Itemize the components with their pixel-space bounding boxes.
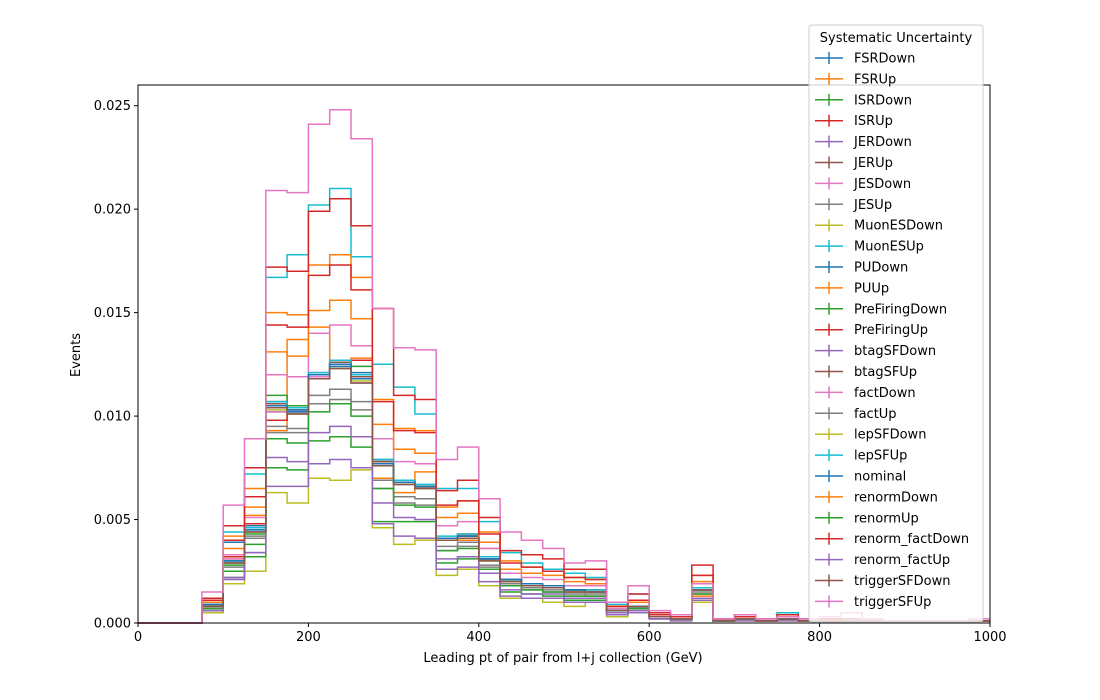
legend-label: lepSFDown <box>854 428 926 443</box>
axes-frame <box>137 84 991 624</box>
legend-label: ISRDown <box>854 93 912 108</box>
legend-item-nominal: nominal <box>815 470 906 485</box>
legend-item-jesup: JESUp <box>815 198 892 213</box>
legend-label: nominal <box>854 470 906 485</box>
x-tick-label: 1000 <box>973 630 1006 645</box>
legend-label: renorm_factDown <box>854 532 969 547</box>
legend-label: MuonESUp <box>854 240 924 255</box>
legend-items: FSRDown FSRUp ISRDown ISRUp JERDown JERUp JESD… <box>815 52 969 610</box>
legend-item-prefiringup: PreFiringUp <box>815 323 928 338</box>
legend: Systematic Uncertainty FSRDown FSRUp ISRDo… <box>808 24 984 623</box>
legend-item-factup: factUp <box>815 407 897 422</box>
y-tick-label: 0.005 <box>94 513 131 528</box>
legend-box <box>808 24 984 623</box>
legend-label: JESDown <box>853 177 911 192</box>
legend-item-pudown: PUDown <box>815 261 908 276</box>
legend-item-prefiringdown: PreFiringDown <box>815 302 947 317</box>
legend-label: renorm_factUp <box>854 553 950 568</box>
x-tick-label: 600 <box>637 630 662 645</box>
y-tick-label: 0.000 <box>94 617 131 632</box>
legend-label: renormUp <box>854 511 919 526</box>
legend-item-isrup: ISRUp <box>815 114 893 129</box>
legend-item-renormup: renormUp <box>815 511 919 526</box>
legend-label: FSRDown <box>854 52 915 67</box>
legend-item-jerup: JERUp <box>815 156 893 171</box>
legend-label: JESUp <box>853 198 892 213</box>
legend-item-jesdown: JESDown <box>815 177 911 192</box>
legend-label: MuonESDown <box>854 219 943 234</box>
legend-label: FSRUp <box>854 72 896 87</box>
legend-label: btagSFUp <box>854 365 917 380</box>
legend-item-puup: PUUp <box>815 281 889 296</box>
legend-label: PUDown <box>854 261 908 276</box>
legend-label: PUUp <box>854 281 889 296</box>
y-tick-label: 0.020 <box>94 203 131 218</box>
legend-label: ISRUp <box>854 114 893 129</box>
x-tick-label: 0 <box>134 630 142 645</box>
legend-label: triggerSFDown <box>854 574 950 589</box>
legend-item-renormdown: renormDown <box>815 490 938 505</box>
legend-label: btagSFDown <box>854 344 936 359</box>
legend-label: PreFiringDown <box>854 302 947 317</box>
series-muonesup <box>138 187 990 624</box>
legend-item-fsrup: FSRUp <box>815 72 896 87</box>
legend-label: JERDown <box>853 135 912 150</box>
legend-item-renorm-factup: renorm_factUp <box>815 553 950 568</box>
legend-item-triggersfdown: triggerSFDown <box>815 574 950 589</box>
legend-item-jerdown: JERDown <box>815 135 912 150</box>
legend-item-muonesup: MuonESUp <box>815 240 924 255</box>
y-tick-label: 0.015 <box>94 306 131 321</box>
plot-area <box>137 84 991 624</box>
legend-label: lepSFUp <box>854 449 907 464</box>
legend-label: PreFiringUp <box>854 323 928 338</box>
y-axis: 0.000 0.005 0.010 0.015 0.020 0.025 <box>94 99 138 632</box>
series-prefiringup <box>138 198 990 624</box>
legend-item-triggersfup: triggerSFUp <box>815 595 931 610</box>
x-tick-label: 800 <box>807 630 832 645</box>
legend-label: factDown <box>854 386 916 401</box>
x-axis-label: Leading pt of pair from l+j collection (… <box>423 651 702 666</box>
y-tick-label: 0.010 <box>94 410 131 425</box>
legend-item-fsrdown: FSRDown <box>815 52 915 67</box>
legend-label: JERUp <box>853 156 893 171</box>
legend-label: renormDown <box>854 490 938 505</box>
x-tick-label: 200 <box>296 630 321 645</box>
y-axis-label: Events <box>69 333 84 377</box>
legend-title: Systematic Uncertainty <box>820 31 973 46</box>
legend-item-lepsfdown: lepSFDown <box>815 428 926 443</box>
legend-label: triggerSFUp <box>854 595 931 610</box>
legend-item-renorm-factdown: renorm_factDown <box>815 532 969 547</box>
y-tick-label: 0.025 <box>94 99 131 114</box>
legend-item-factdown: factDown <box>815 386 916 401</box>
x-axis: 0 200 400 600 800 1000 <box>134 623 1007 645</box>
legend-item-btagsfdown: btagSFDown <box>815 344 936 359</box>
legend-item-lepsfup: lepSFUp <box>815 449 907 464</box>
x-tick-label: 400 <box>466 630 491 645</box>
legend-item-muonesdown: MuonESDown <box>815 219 943 234</box>
legend-item-isrdown: ISRDown <box>815 93 912 108</box>
legend-item-btagsfup: btagSFUp <box>815 365 917 380</box>
legend-label: factUp <box>854 407 897 422</box>
